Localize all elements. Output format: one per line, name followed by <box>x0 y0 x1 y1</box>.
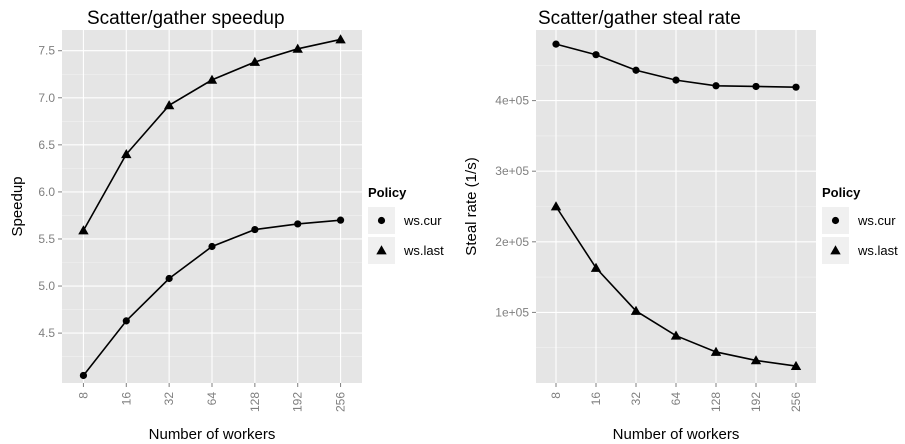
legend-label-ws.last: ws.last <box>857 243 898 258</box>
data-point-ws.cur <box>712 82 720 90</box>
chart-title: Scatter/gather speedup <box>87 8 285 29</box>
y-tick-label: 7.0 <box>38 91 55 105</box>
y-axis-title: Speedup <box>9 176 26 236</box>
x-axis-title: Number of workers <box>149 426 276 443</box>
legend-title: Policy <box>822 185 861 200</box>
data-point-ws.cur <box>122 317 130 325</box>
data-point-ws.cur <box>552 40 560 48</box>
x-tick-label: 8 <box>76 392 90 399</box>
y-tick-label: 5.5 <box>38 232 55 246</box>
data-point-ws.cur <box>165 274 173 283</box>
data-point-ws.last <box>249 56 261 66</box>
x-tick-label: 192 <box>291 392 305 412</box>
y-tick-label: 4.5 <box>38 326 55 340</box>
x-tick-label: 256 <box>334 392 348 412</box>
y-tick-label: 6.0 <box>38 185 55 199</box>
data-point-ws.last <box>335 34 346 44</box>
data-point-ws.cur <box>672 76 680 84</box>
legend-marker-ws.cur <box>377 216 386 225</box>
legend-marker-ws.last <box>376 245 387 255</box>
data-point-ws.last <box>590 262 602 272</box>
data-point-ws.last <box>550 201 562 211</box>
data-point-ws.cur <box>208 242 216 251</box>
x-tick-label: 16 <box>119 392 133 406</box>
x-tick-label: 64 <box>669 392 683 406</box>
data-point-ws.cur <box>752 82 760 91</box>
y-tick-label: 3e+05 <box>495 164 529 178</box>
data-point-ws.last <box>630 305 642 315</box>
y-tick-label: 4e+05 <box>495 94 529 108</box>
data-point-ws.last <box>750 355 762 365</box>
data-point-ws.last <box>121 149 132 159</box>
y-tick-label: 2e+05 <box>495 235 529 249</box>
data-point-ws.last <box>790 360 802 370</box>
data-point-ws.cur <box>336 216 345 224</box>
y-tick-label: 7.5 <box>38 44 55 58</box>
x-tick-label: 256 <box>789 392 803 412</box>
y-tick-label: 5.0 <box>38 279 55 293</box>
x-axis-title: Number of workers <box>613 426 740 443</box>
data-point-ws.last <box>206 74 218 84</box>
data-point-ws.last <box>292 43 303 53</box>
x-tick-label: 8 <box>549 392 563 399</box>
legend-label-ws.cur: ws.cur <box>857 213 896 228</box>
x-tick-label: 16 <box>589 392 603 406</box>
data-point-ws.cur <box>294 220 302 228</box>
legend-label-ws.cur: ws.cur <box>403 213 442 228</box>
data-point-ws.cur <box>632 66 640 74</box>
legend: Policy ws.cur ws.last <box>822 185 898 264</box>
y-axis-title: Steal rate (1/s) <box>463 157 480 255</box>
data-point-ws.cur <box>592 51 600 59</box>
data-point-ws.cur <box>79 371 88 380</box>
x-tick-label: 128 <box>709 392 723 412</box>
data-point-ws.last <box>78 225 89 235</box>
legend-label-ws.last: ws.last <box>403 243 444 258</box>
legend: Policy ws.cur ws.last <box>368 185 444 264</box>
x-tick-label: 128 <box>248 392 262 412</box>
legend-marker-ws.cur <box>831 216 840 225</box>
data-point-ws.last <box>710 346 722 356</box>
y-tick-label: 6.5 <box>38 138 55 152</box>
chart-panel-1: 4.5 5.0 5.5 6.0 6.5 7.0 7.5 8 16 32 64 128 192 256 Sca… <box>9 8 444 443</box>
chart-panel-2: 1e+05 2e+05 3e+05 4e+05 8 16 32 64 128 192 256 Scat… <box>463 8 898 443</box>
y-tick-label: 1e+05 <box>495 305 529 319</box>
data-point-ws.cur <box>251 225 259 234</box>
data-point-ws.cur <box>792 83 800 91</box>
x-tick-label: 192 <box>749 392 763 412</box>
data-point-ws.last <box>670 330 682 340</box>
x-tick-label: 32 <box>162 392 176 406</box>
legend-title: Policy <box>368 185 407 200</box>
legend-marker-ws.last <box>830 245 841 255</box>
x-tick-label: 64 <box>205 392 219 406</box>
chart-title: Scatter/gather steal rate <box>538 8 741 29</box>
x-tick-label: 32 <box>629 392 643 406</box>
data-point-ws.last <box>163 100 175 110</box>
